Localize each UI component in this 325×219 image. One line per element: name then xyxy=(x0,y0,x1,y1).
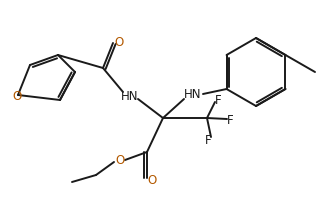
Text: O: O xyxy=(12,90,22,102)
Text: F: F xyxy=(215,94,221,106)
Text: F: F xyxy=(227,113,233,127)
Text: O: O xyxy=(147,173,157,187)
Text: O: O xyxy=(115,154,124,166)
Text: O: O xyxy=(114,35,124,48)
Text: HN: HN xyxy=(121,90,139,102)
Text: HN: HN xyxy=(184,88,202,101)
Text: F: F xyxy=(205,134,211,147)
